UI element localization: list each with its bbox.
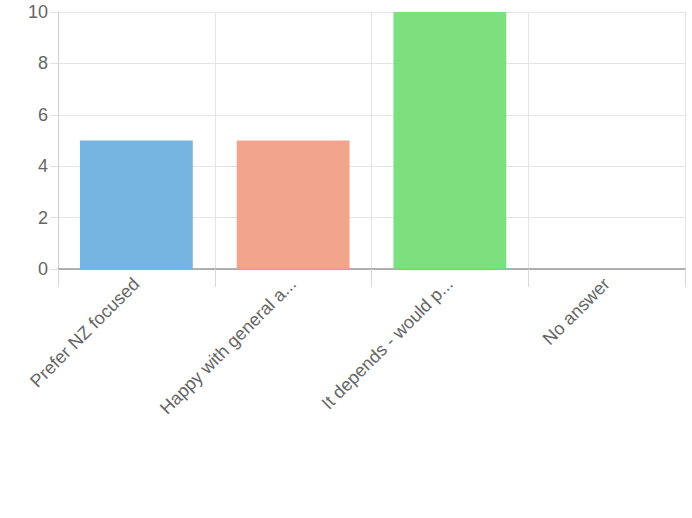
svg-text:It depends - would p...: It depends - would p... <box>318 274 457 413</box>
svg-text:2: 2 <box>38 208 48 228</box>
svg-text:6: 6 <box>38 105 48 125</box>
svg-text:Prefer NZ focused: Prefer NZ focused <box>26 274 143 391</box>
svg-text:4: 4 <box>38 156 48 176</box>
svg-text:8: 8 <box>38 53 48 73</box>
svg-text:No answer: No answer <box>539 274 614 349</box>
svg-text:0: 0 <box>38 259 48 279</box>
svg-text:Happy with general a...: Happy with general a... <box>156 274 300 418</box>
svg-text:10: 10 <box>28 2 48 22</box>
